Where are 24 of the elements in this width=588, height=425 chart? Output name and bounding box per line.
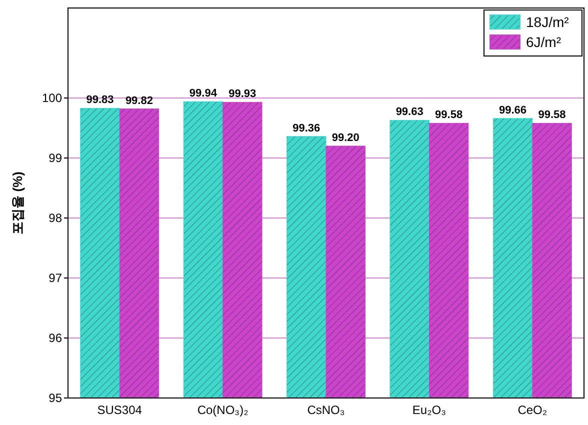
y-axis-title: 포집율 (%) xyxy=(10,172,25,234)
data-label: 99.93 xyxy=(228,88,256,100)
data-label: 99.66 xyxy=(499,104,527,116)
data-label: 99.83 xyxy=(86,94,114,106)
y-tick-label: 100 xyxy=(42,91,62,105)
data-label: 99.58 xyxy=(435,109,463,122)
data-label: 99.58 xyxy=(538,109,566,122)
data-label: 99.94 xyxy=(189,88,218,100)
x-tick-label: Eu₂O₃ xyxy=(412,403,446,417)
x-tick-label: Co(NO₃)₂ xyxy=(197,403,249,417)
y-tick-label: 96 xyxy=(48,331,62,345)
data-label: 99.20 xyxy=(332,132,360,144)
y-tick-label: 99 xyxy=(48,151,62,165)
legend-label: 18J/m² xyxy=(526,14,570,30)
data-label: 99.63 xyxy=(396,106,424,118)
x-tick-label: CeO₂ xyxy=(518,403,548,417)
y-tick-label: 97 xyxy=(48,271,62,285)
data-label: 99.82 xyxy=(125,94,153,107)
x-tick-label: SUS304 xyxy=(97,403,142,417)
y-tick-label: 95 xyxy=(48,391,62,405)
x-tick-label: CsNO₃ xyxy=(307,403,345,417)
data-label: 99.36 xyxy=(292,122,320,134)
legend-label: 6J/m² xyxy=(526,34,562,50)
y-tick-label: 98 xyxy=(48,211,62,225)
